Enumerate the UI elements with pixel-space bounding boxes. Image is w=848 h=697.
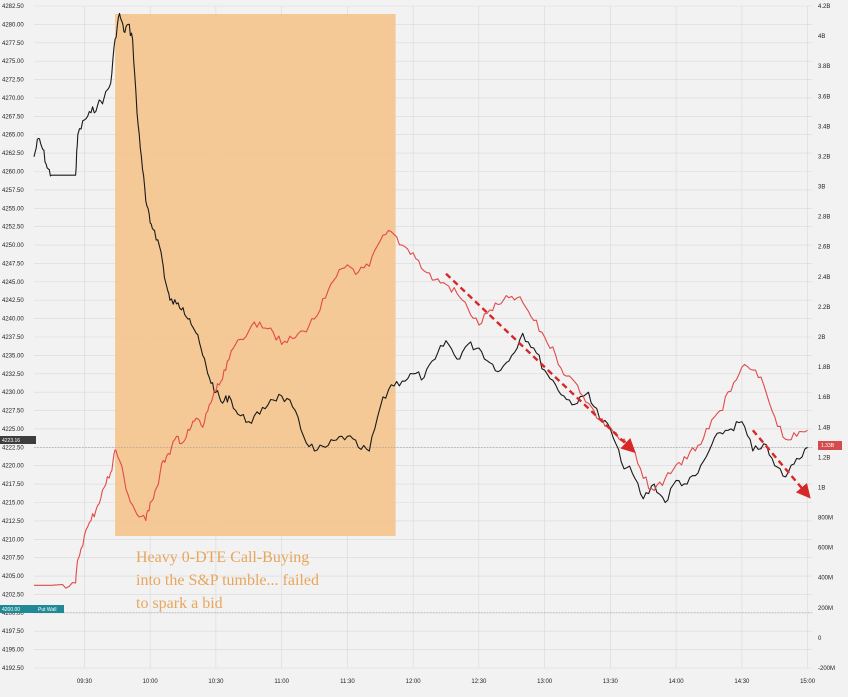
left-tick-label: 4212.50 — [2, 519, 24, 525]
right-tick-label: 3.2B — [818, 154, 830, 160]
left-tick-label: 4265.00 — [2, 133, 24, 139]
right-tick-label: 600M — [818, 546, 833, 552]
highlight-region — [115, 14, 396, 536]
left-tick-label: 4282.50 — [2, 4, 24, 10]
left-tick-label: 4200.00 — [2, 611, 24, 617]
left-tick-label: 4225.00 — [2, 427, 24, 433]
x-tick-label: 11:00 — [274, 679, 289, 685]
right-tick-label: 1.6B — [818, 395, 830, 401]
x-tick-label: 09:30 — [77, 679, 93, 685]
left-tick-label: 4240.00 — [2, 317, 24, 323]
left-tick-label: 4192.50 — [2, 666, 24, 672]
left-tick-label: 4210.00 — [2, 537, 24, 543]
left-tick-label: 4205.00 — [2, 574, 24, 580]
left-tick-label: 4227.50 — [2, 409, 24, 415]
left-tick-label: 4262.50 — [2, 151, 24, 157]
right-tick-label: 4B — [818, 34, 825, 40]
series-group — [33, 12, 808, 589]
right-tick-label: 2.2B — [818, 305, 830, 311]
right-tick-label: 3.8B — [818, 64, 830, 70]
highlight-region-group — [115, 14, 396, 536]
left-tick-label: 4277.50 — [2, 41, 24, 47]
left-tick-label: 4270.00 — [2, 96, 24, 102]
right-tick-label: 400M — [818, 576, 833, 582]
right-tick-label: 2.6B — [818, 245, 830, 251]
x-tick-label: 15:00 — [800, 679, 816, 685]
right-tick-label: 2.4B — [818, 275, 830, 281]
x-tick-label: 12:30 — [471, 679, 487, 685]
left-tick-label: 4250.00 — [2, 243, 24, 249]
x-tick-label: 10:00 — [143, 679, 159, 685]
right-flow-badge-text: 1.33B — [821, 443, 835, 449]
annotation: Heavy 0-DTE Call-Buying into the S&P tum… — [136, 549, 319, 612]
annotation-line-3: to spark a bid — [136, 595, 223, 612]
x-tick-label: 10:30 — [208, 679, 224, 685]
annotation-line-2: into the S&P tumble... failed — [136, 572, 319, 589]
left-tick-label: 4217.50 — [2, 482, 24, 488]
left-tick-label: 4222.50 — [2, 445, 24, 451]
put-wall-badge-label: Put Wall — [38, 607, 56, 613]
left-tick-label: 4245.00 — [2, 280, 24, 286]
left-price-badge — [0, 436, 36, 444]
right-axis: 4.2B 4B 3.8B 3.6B 3.4B 3.2B 3B 2.8B 2.6B 2.4B 2.2B… — [818, 4, 835, 672]
x-axis: 09:30 10:00 10:30 11:00 11:30 12:00 12:30 13:00… — [77, 679, 816, 685]
left-tick-label: 4267.50 — [2, 114, 24, 120]
x-tick-label: 13:30 — [603, 679, 619, 685]
trend-arrow-2 — [751, 429, 811, 499]
trend-arrows — [445, 272, 811, 499]
left-tick-label: 4275.00 — [2, 59, 24, 65]
put-wall-badge-value: 4200.00 — [2, 607, 20, 613]
right-tick-label: 1B — [818, 485, 825, 491]
right-tick-label: -200M — [818, 666, 835, 672]
left-tick-label: 4280.00 — [2, 22, 24, 28]
x-tick-label: 11:30 — [340, 679, 355, 685]
x-tick-label: 14:30 — [734, 679, 750, 685]
reference-lines — [34, 446, 812, 614]
left-tick-label: 4230.00 — [2, 390, 24, 396]
right-tick-label: 3B — [818, 185, 825, 191]
left-tick-label: 4197.50 — [2, 629, 24, 635]
left-tick-label: 4242.50 — [2, 298, 24, 304]
left-tick-label: 4220.00 — [2, 464, 24, 470]
left-tick-label: 4215.00 — [2, 501, 24, 507]
left-price-badge-text: 4223.16 — [2, 438, 20, 444]
trend-arrow-1 — [445, 272, 636, 454]
left-tick-label: 4202.50 — [2, 592, 24, 598]
left-tick-label: 4260.00 — [2, 170, 24, 176]
left-tick-label: 4247.50 — [2, 261, 24, 267]
right-tick-label: 2B — [818, 335, 825, 341]
annotation-line-1: Heavy 0-DTE Call-Buying — [136, 549, 309, 566]
x-tick-label: 12:00 — [406, 679, 422, 685]
right-tick-label: 1.8B — [818, 365, 830, 371]
call-flow-line — [34, 229, 808, 589]
right-tick-label: 3.4B — [818, 124, 830, 130]
spx-price-line — [33, 12, 808, 504]
left-axis: 4282.50 4280.00 4277.50 4275.00 4272.50 4270.… — [2, 4, 24, 672]
right-tick-label: 800M — [818, 516, 833, 522]
x-tick-label: 13:00 — [537, 679, 553, 685]
right-tick-label: 4.2B — [818, 4, 830, 10]
put-wall-badge — [0, 605, 64, 613]
left-tick-label: 4255.00 — [2, 206, 24, 212]
right-flow-badge — [818, 441, 842, 450]
right-tick-label: 2.8B — [818, 215, 830, 221]
left-tick-label: 4195.00 — [2, 648, 24, 654]
right-tick-label: 200M — [818, 606, 833, 612]
left-tick-label: 4252.50 — [2, 225, 24, 231]
right-tick-label: 1.4B — [818, 425, 830, 431]
right-tick-label: 3.6B — [818, 94, 830, 100]
left-tick-label: 4232.50 — [2, 372, 24, 378]
left-tick-label: 4257.50 — [2, 188, 24, 194]
right-tick-label: 0 — [818, 636, 822, 642]
axis-badges: 4223.16 4200.00 Put Wall 1.33B — [0, 436, 842, 613]
left-tick-label: 4272.50 — [2, 78, 24, 84]
right-tick-label: 1.2B — [818, 455, 830, 461]
left-tick-label: 4237.50 — [2, 335, 24, 341]
x-tick-label: 14:00 — [669, 679, 685, 685]
left-tick-label: 4235.00 — [2, 353, 24, 359]
left-tick-label: 4207.50 — [2, 556, 24, 562]
